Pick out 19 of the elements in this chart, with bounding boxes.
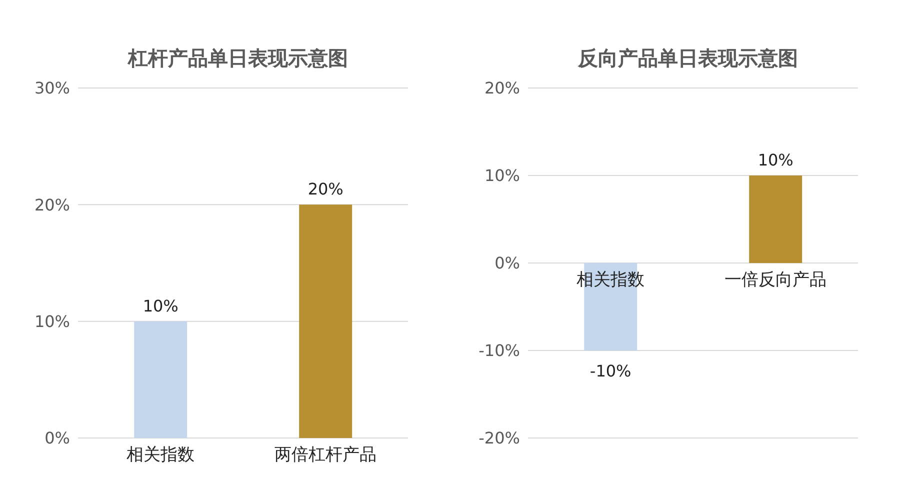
y-tick-label: -10% — [478, 341, 520, 360]
y-tick-label: 30% — [34, 78, 70, 98]
y-tick-label: 20% — [34, 195, 70, 214]
data-label: 10% — [758, 150, 794, 170]
data-label: 10% — [142, 296, 178, 316]
y-tick-label: 10% — [34, 312, 70, 332]
x-tick-label: 相关指数 — [126, 445, 194, 465]
chart-title: 反向产品单日表现示意图 — [576, 45, 799, 72]
x-tick-label: 相关指数 — [576, 270, 644, 290]
y-tick-label: 20% — [484, 78, 520, 98]
y-tick-label: 0% — [494, 254, 520, 273]
x-tick-label: 两倍杠杆产品 — [274, 445, 376, 465]
chart-title: 杠杆产品单日表现示意图 — [126, 45, 349, 72]
data-label: -10% — [590, 362, 632, 380]
y-tick-label: 10% — [484, 166, 520, 186]
data-label: 20% — [308, 180, 344, 199]
y-tick-label: 0% — [44, 428, 70, 448]
y-tick-label: -20% — [478, 428, 520, 448]
x-tick-label: 一倍反向产品 — [724, 270, 826, 290]
